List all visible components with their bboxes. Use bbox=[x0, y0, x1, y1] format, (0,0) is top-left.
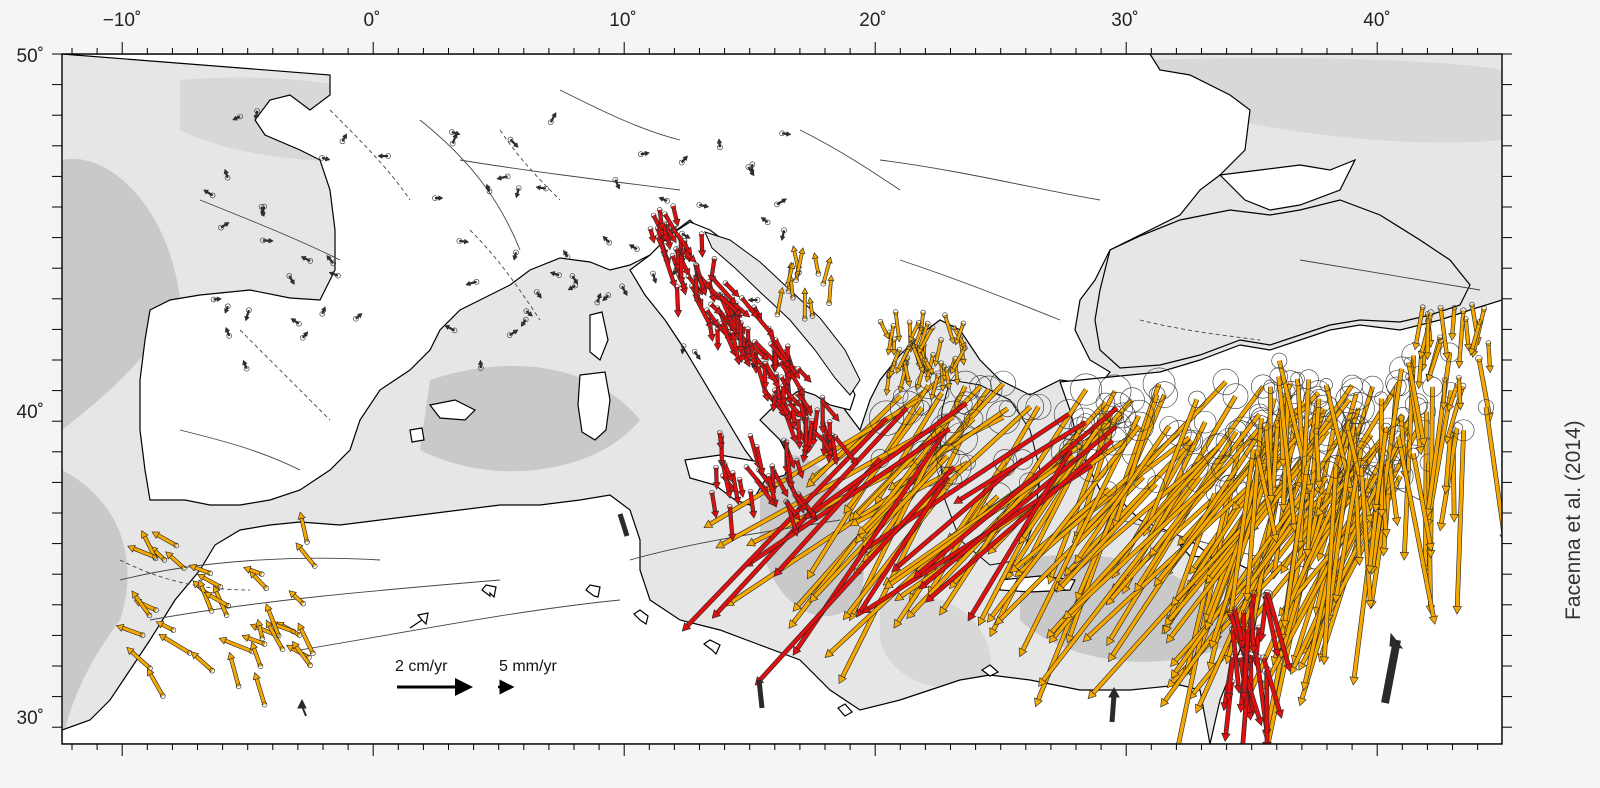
figure-credit: Facenna et al. (2014) bbox=[1562, 420, 1586, 620]
lon-label-40: 40˚ bbox=[1363, 10, 1390, 31]
legend-large-label: 2 cm/yr bbox=[395, 658, 448, 675]
latitude-labels: 50˚ 40˚ 30˚ bbox=[17, 46, 44, 729]
lat-label-50: 50˚ bbox=[17, 46, 44, 67]
lon-label-20: 20˚ bbox=[859, 10, 886, 31]
lat-label-40: 40˚ bbox=[17, 402, 44, 423]
lat-label-30: 30˚ bbox=[17, 708, 44, 729]
lon-label-0: 0˚ bbox=[364, 10, 381, 31]
longitude-labels: −10˚ 0˚ 10˚ 20˚ 30˚ 40˚ bbox=[103, 10, 1391, 31]
legend-small-label: 5 mm/yr bbox=[499, 658, 557, 675]
lon-label-10: 10˚ bbox=[609, 10, 636, 31]
lon-label-minus10: −10˚ bbox=[103, 10, 142, 31]
lon-label-30: 30˚ bbox=[1111, 10, 1138, 31]
